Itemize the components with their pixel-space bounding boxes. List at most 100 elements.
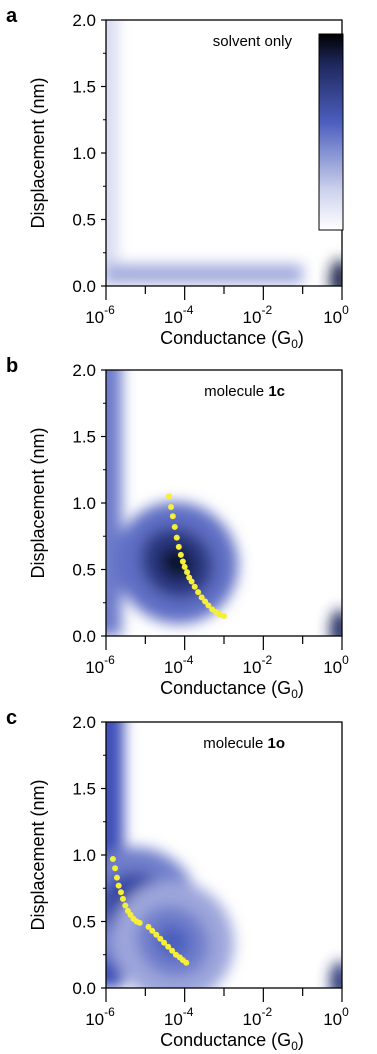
y-tick-label: 1.0 [72, 846, 96, 865]
x-axis-label-subscript: 0 [291, 1039, 298, 1053]
trace-point [171, 523, 178, 530]
x-tick-exponent: -6 [104, 653, 115, 667]
density-vertical-band-0 [106, 370, 122, 636]
colorbar [318, 33, 344, 231]
panel-c: 0.0 0.5 1.0 1.5 2.0 10-6 10-4 10-2 100 Conductanc… [0, 702, 377, 1054]
trace-point [191, 583, 198, 590]
x-tick-exponent: -2 [261, 1005, 272, 1019]
trace-series [166, 493, 227, 620]
density-horizontal-band-1 [106, 264, 303, 284]
x-tick-label: 10-6 [85, 653, 115, 677]
x-tick-exponent: 0 [342, 653, 349, 667]
density-blur [106, 370, 342, 636]
x-axis-label-text: Conductance (G [160, 1030, 291, 1050]
y-tick-label: 1.5 [72, 428, 96, 447]
x-tick-exponent: -4 [183, 303, 194, 317]
trace-point [166, 493, 173, 500]
trace-point [169, 947, 176, 954]
x-tick-exponent: -2 [261, 303, 272, 317]
annotation-bold: 1o [267, 735, 285, 752]
y-axis-label: Displacement (nm) [28, 779, 48, 930]
trace-point [183, 959, 190, 966]
x-tick-exponent: -4 [183, 1005, 194, 1019]
x-tick-base: 10 [85, 1010, 104, 1029]
density-spot-3 [330, 961, 342, 988]
heatmap-svg-c: 0.00.51.01.52.010-6 10-4 10-2 100Conductanc… [6, 707, 349, 1053]
y-tick-label: 0.0 [72, 979, 96, 998]
trace-point [198, 594, 205, 601]
x-tick-exponent: -4 [183, 653, 194, 667]
x-tick-base: 10 [164, 658, 183, 677]
trace-point [136, 919, 143, 926]
x-tick-base: 10 [164, 308, 183, 327]
trace-point [112, 865, 119, 872]
y-tick-label: 0.5 [72, 211, 96, 230]
x-tick-exponent: 0 [342, 303, 349, 317]
x-tick-label: 10-6 [85, 303, 115, 327]
x-axis-label: Conductance (G0) [160, 678, 304, 701]
density-map [106, 20, 342, 286]
panel-label: c [6, 707, 17, 729]
density-vertical-band-0 [106, 20, 118, 286]
x-tick-label: 100 [323, 1005, 349, 1029]
annotation-text: molecule [204, 383, 268, 400]
trace-point [115, 882, 122, 889]
trace-point [149, 927, 156, 934]
trace-point [168, 503, 175, 510]
plot-area [106, 20, 342, 286]
trace-point [175, 543, 182, 550]
panel-label: b [6, 355, 18, 377]
trace-point [122, 902, 129, 909]
trace-point [205, 602, 212, 609]
x-tick-label: 10-6 [85, 1005, 115, 1029]
y-tick-label: 1.5 [72, 78, 96, 97]
y-tick-label: 1.0 [72, 144, 96, 163]
y-tick-label: 2.0 [72, 713, 96, 732]
y-tick-label: 0.0 [72, 627, 96, 646]
x-tick-label: 10-4 [164, 653, 194, 677]
x-tick-base: 10 [85, 658, 104, 677]
x-tick-label: 10-2 [243, 653, 273, 677]
density-spot-2 [330, 609, 342, 636]
x-tick-base: 10 [85, 308, 104, 327]
x-tick-base: 10 [323, 1010, 342, 1029]
trace-point [145, 923, 152, 930]
panel-annotation: solvent only [213, 33, 293, 50]
y-tick-label: 0.5 [72, 913, 96, 932]
x-tick-base: 10 [323, 658, 342, 677]
trace-point [109, 855, 116, 862]
heatmap-svg-b: 0.00.51.01.52.010-6 10-4 10-2 100Conductanc… [6, 355, 349, 701]
x-tick-label: 100 [323, 303, 349, 327]
trace-point [161, 939, 168, 946]
density-spot-2 [330, 259, 342, 286]
x-axis-label: Conductance (G0) [160, 328, 304, 351]
y-tick-label: 0.5 [72, 561, 96, 580]
trace-point [173, 534, 180, 541]
y-tick-label: 0.0 [72, 277, 96, 296]
trace-point [113, 874, 120, 881]
x-tick-base: 10 [323, 308, 342, 327]
panel-annotation: molecule 1o [203, 735, 285, 752]
density-blur [106, 722, 342, 988]
trace-point [157, 935, 164, 942]
trace-point [117, 889, 124, 896]
x-axis-label-subscript: 0 [291, 337, 298, 351]
x-tick-label: 10-4 [164, 1005, 194, 1029]
x-tick-exponent: -2 [261, 653, 272, 667]
panel-annotation: molecule 1c [204, 383, 285, 400]
x-tick-base: 10 [243, 1010, 262, 1029]
panel-a: 0.0 0.5 1.0 1.5 2.0 10-6 10-4 10-2 100 Conductanc… [0, 0, 377, 351]
panel-b: 0.0 0.5 1.0 1.5 2.0 10-6 10-4 10-2 100 Conductanc… [0, 350, 377, 702]
x-tick-label: 10-4 [164, 303, 194, 327]
panel-label: a [6, 5, 18, 27]
y-tick-label: 2.0 [72, 361, 96, 380]
trace-point [177, 551, 184, 558]
x-axis-label-close: ) [298, 1030, 304, 1050]
x-tick-label: 10-2 [243, 1005, 273, 1029]
x-tick-exponent: -6 [104, 303, 115, 317]
y-tick-label: 2.0 [72, 11, 96, 30]
trace-point [179, 558, 186, 565]
x-tick-label: 10-2 [243, 303, 273, 327]
x-tick-base: 10 [243, 308, 262, 327]
